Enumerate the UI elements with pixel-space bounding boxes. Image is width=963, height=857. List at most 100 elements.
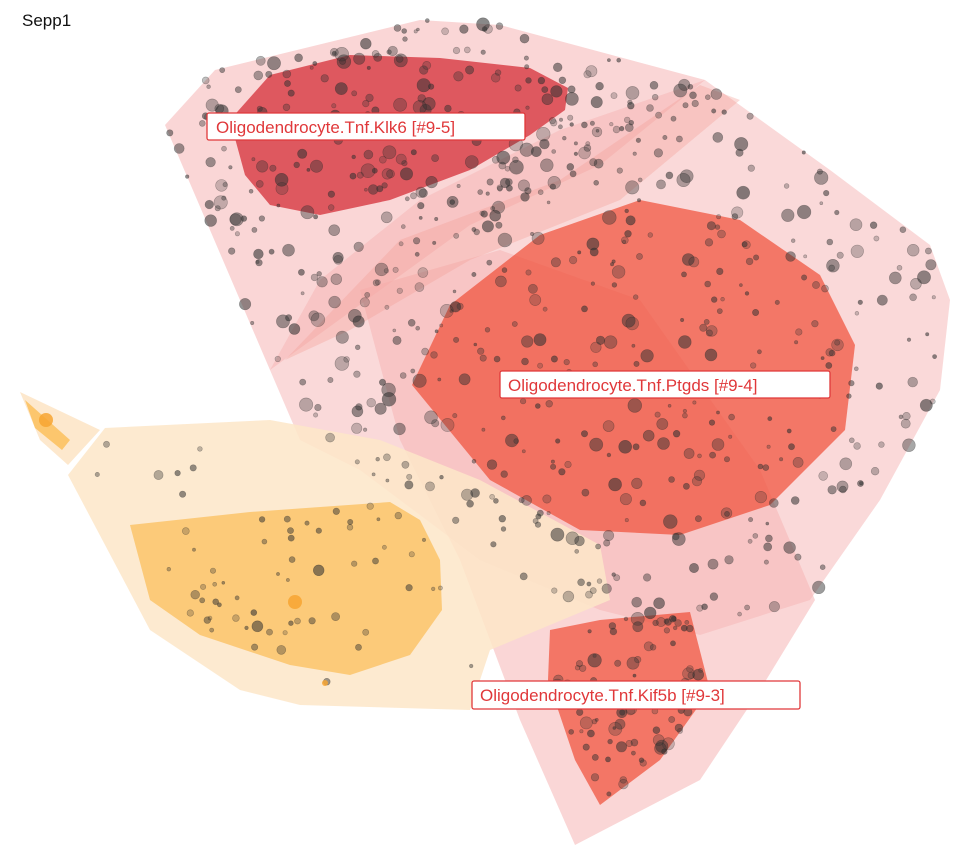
cell-point bbox=[404, 196, 410, 202]
cell-point bbox=[674, 723, 684, 733]
cell-point bbox=[480, 49, 486, 55]
cell-point bbox=[360, 163, 376, 178]
cell-point bbox=[649, 644, 657, 651]
cell-point bbox=[619, 493, 632, 506]
cell-point bbox=[693, 469, 706, 481]
cell-point bbox=[315, 527, 322, 534]
cell-point bbox=[652, 726, 661, 735]
cell-point bbox=[548, 117, 556, 125]
cell-point bbox=[519, 398, 527, 405]
cell-point bbox=[197, 446, 203, 452]
cell-point bbox=[458, 373, 471, 386]
cell-point bbox=[410, 149, 417, 156]
cell-point bbox=[514, 84, 522, 92]
cell-point bbox=[334, 356, 350, 371]
cell-point bbox=[304, 520, 310, 526]
cell-point bbox=[581, 121, 588, 129]
cell-point bbox=[668, 716, 676, 723]
cell-point bbox=[444, 104, 452, 113]
cell-point bbox=[665, 171, 674, 180]
cell-point bbox=[332, 252, 344, 264]
cell-point bbox=[706, 325, 718, 337]
cell-point bbox=[253, 70, 264, 81]
cell-point bbox=[590, 773, 600, 782]
cell-point bbox=[415, 325, 421, 331]
cell-point bbox=[334, 82, 348, 95]
cell-point bbox=[500, 526, 507, 532]
cell-point bbox=[710, 88, 722, 100]
cell-point bbox=[656, 179, 666, 190]
cell-point bbox=[614, 659, 622, 667]
cell-point bbox=[405, 584, 413, 592]
cell-point bbox=[635, 137, 642, 143]
cell-point bbox=[410, 368, 416, 374]
cell-point bbox=[870, 467, 880, 476]
cell-point bbox=[539, 138, 550, 150]
cell-point bbox=[402, 36, 408, 42]
cell-point-highlight bbox=[322, 680, 328, 686]
cell-point bbox=[300, 205, 315, 220]
cell-point bbox=[750, 362, 757, 369]
cell-point bbox=[376, 185, 384, 193]
cell-point bbox=[419, 65, 429, 75]
cell-point bbox=[366, 502, 374, 510]
cell-point bbox=[413, 29, 418, 34]
cell-point bbox=[857, 299, 863, 305]
cell-point bbox=[562, 136, 567, 141]
cell-point bbox=[248, 189, 254, 194]
cell-point bbox=[213, 195, 228, 210]
cell-point bbox=[521, 495, 532, 506]
cell-point bbox=[631, 750, 636, 756]
cell-point bbox=[336, 54, 352, 69]
cell-point bbox=[491, 156, 500, 164]
cell-point bbox=[437, 377, 442, 382]
cell-point bbox=[608, 722, 623, 736]
cell-point bbox=[558, 76, 567, 85]
cell-point bbox=[541, 93, 554, 105]
cell-point bbox=[288, 556, 296, 563]
cell-point bbox=[620, 236, 629, 245]
cell-point bbox=[682, 102, 689, 109]
cell-point bbox=[372, 557, 379, 565]
cell-point bbox=[781, 208, 795, 222]
cell-point bbox=[688, 562, 699, 573]
cell-point bbox=[609, 627, 618, 636]
cell-point bbox=[632, 294, 639, 300]
label-klk6: Oligodendrocyte.Tnf.Klk6 [#9-5] bbox=[206, 112, 526, 141]
cell-point bbox=[765, 534, 773, 543]
cell-point bbox=[371, 167, 378, 174]
cell-point bbox=[441, 27, 449, 36]
cell-point bbox=[581, 488, 590, 497]
cell-point bbox=[618, 778, 629, 790]
cell-point bbox=[395, 55, 404, 63]
cell-point bbox=[932, 354, 937, 359]
cell-point bbox=[359, 297, 370, 308]
cell-point bbox=[505, 433, 519, 448]
cell-point bbox=[485, 191, 490, 196]
cell-point bbox=[834, 209, 840, 216]
cell-point bbox=[312, 61, 318, 66]
cell-point bbox=[752, 533, 759, 539]
cell-point bbox=[653, 148, 664, 158]
cell-point bbox=[251, 643, 259, 651]
cell-point bbox=[417, 267, 429, 278]
cell-point bbox=[486, 259, 493, 266]
cell-point bbox=[716, 214, 722, 220]
cell-point bbox=[351, 154, 356, 160]
cell-point bbox=[199, 120, 206, 127]
cell-point bbox=[530, 232, 535, 237]
cell-point bbox=[255, 55, 266, 66]
cell-point bbox=[661, 737, 675, 751]
cell-point bbox=[632, 443, 640, 451]
cell-point bbox=[902, 412, 911, 421]
cell-point bbox=[696, 604, 704, 612]
cell-point bbox=[748, 517, 754, 523]
cell-point bbox=[586, 581, 592, 587]
cell-point bbox=[639, 759, 647, 767]
cell-point bbox=[524, 64, 530, 70]
cell-point bbox=[314, 403, 322, 412]
cell-point bbox=[594, 718, 599, 722]
cell-point bbox=[663, 514, 678, 529]
cell-point bbox=[558, 124, 563, 130]
cell-point bbox=[812, 281, 820, 289]
